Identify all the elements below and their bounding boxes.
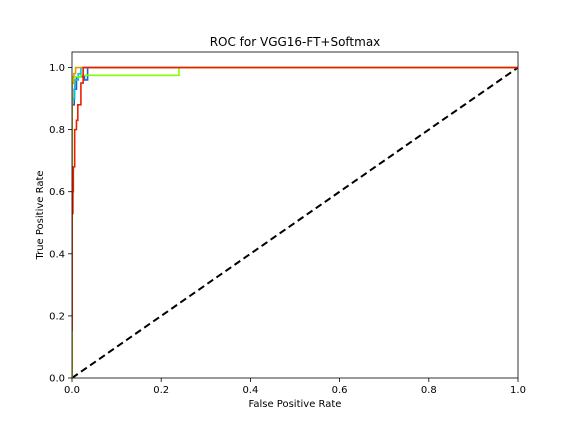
x-axis-ticks: 0.0 0.2 0.4 0.6 0.8 1.0 — [64, 378, 526, 396]
y-tick-label: 1.0 — [49, 63, 65, 74]
y-tick-label: 0.2 — [49, 311, 65, 322]
y-tick-label: 0.8 — [49, 125, 65, 136]
x-tick-label: 0.2 — [153, 385, 169, 396]
roc-curve-5 — [72, 66, 518, 332]
x-tick-label: 0.4 — [242, 385, 258, 396]
chart-title: ROC for VGG16-FT+Softmax — [210, 35, 381, 49]
chance-diagonal-line — [72, 66, 518, 378]
roc-curve-4 — [72, 66, 518, 378]
x-tick-label: 0.0 — [64, 385, 80, 396]
y-tick-label: 0.4 — [49, 249, 65, 260]
roc-curve-2 — [72, 66, 518, 378]
y-tick-label: 0.0 — [49, 374, 65, 385]
plot-frame — [71, 51, 519, 379]
x-tick-label: 0.6 — [332, 385, 348, 396]
x-tick-label: 1.0 — [510, 385, 526, 396]
y-tick-label: 0.6 — [49, 187, 65, 198]
y-axis-ticks: 0.0 0.2 0.4 0.6 0.8 1.0 — [49, 63, 72, 385]
x-axis-label: False Positive Rate — [249, 399, 342, 410]
plot-area — [72, 66, 518, 378]
y-axis-label: True Positive Rate — [35, 170, 46, 260]
x-tick-label: 0.8 — [421, 385, 437, 396]
